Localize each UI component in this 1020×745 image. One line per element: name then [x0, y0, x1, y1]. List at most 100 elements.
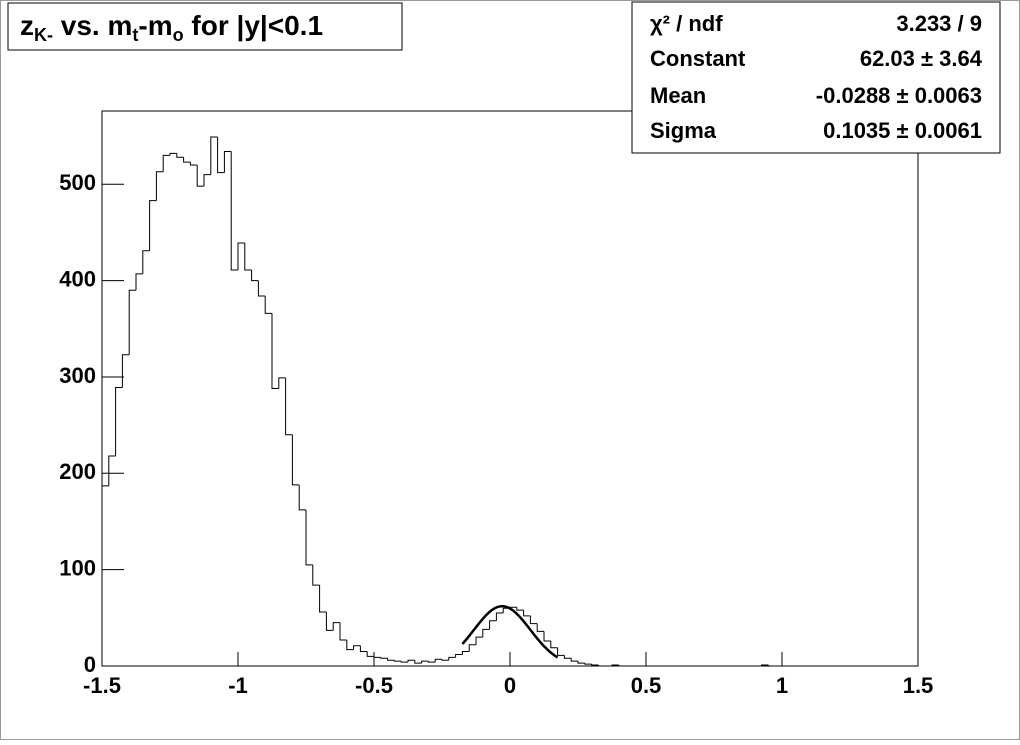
title-part: for |y|<0.1 — [184, 10, 323, 41]
histogram-bin — [189, 162, 198, 166]
histogram-bin — [353, 645, 361, 650]
stats-value: -0.0288 ± 0.0063 — [816, 83, 982, 108]
histogram-bin — [577, 661, 585, 664]
histogram-bin — [448, 656, 456, 661]
histogram-bin — [210, 136, 218, 175]
histogram-bin — [563, 655, 572, 659]
histogram-bin — [529, 615, 538, 625]
histogram-bin — [155, 171, 164, 201]
histogram-bin — [115, 387, 123, 456]
histogram-bin — [434, 658, 442, 663]
histogram-bin — [387, 658, 395, 661]
y-tick-label: 400 — [59, 266, 96, 291]
x-tick-label: 1 — [776, 673, 788, 698]
x-tick-label: -1 — [228, 673, 248, 698]
stats-value: 62.03 ± 3.64 — [860, 46, 983, 71]
title-part: t — [132, 25, 138, 45]
histogram-bin — [380, 657, 388, 659]
histogram-bin — [237, 242, 245, 270]
histogram-bin — [251, 269, 259, 282]
x-tick-label: 1.5 — [903, 673, 934, 698]
histogram-bin — [230, 151, 238, 271]
histogram-bin — [312, 564, 320, 586]
stats-value: 3.233 / 9 — [896, 11, 982, 36]
histogram-bin — [591, 664, 599, 666]
histogram-bin — [373, 656, 381, 658]
histogram-bin — [285, 377, 293, 436]
histogram-bin — [482, 628, 490, 638]
histogram-bin — [264, 296, 272, 314]
histogram-bin — [244, 243, 252, 271]
histogram-bin — [536, 623, 544, 632]
histogram-bin — [543, 631, 551, 642]
histogram-bin — [325, 612, 334, 631]
histogram-bin — [319, 585, 327, 613]
histogram-bin — [557, 647, 565, 656]
histogram-bin — [523, 610, 531, 617]
histogram-bin — [584, 663, 592, 665]
histogram-bin — [489, 620, 497, 630]
stats-box — [631, 1, 1001, 154]
title-part: -m — [138, 10, 172, 41]
histogram-bin — [332, 622, 340, 631]
histogram-bin — [183, 157, 191, 163]
x-tick-label: 0 — [504, 673, 516, 698]
histogram-bin — [142, 250, 150, 274]
y-tick-label: 100 — [59, 555, 96, 580]
histogram-bin — [128, 289, 136, 355]
histogram-bin — [570, 658, 578, 662]
histogram-bin — [108, 455, 116, 486]
histogram-bin — [298, 484, 306, 511]
histogram-bin — [366, 651, 374, 657]
histogram-bin — [257, 280, 266, 297]
histogram-bin — [441, 659, 449, 661]
histogram-bin — [203, 174, 211, 187]
stats-label: Mean — [650, 83, 706, 108]
x-tick-label: 0.5 — [631, 673, 662, 698]
histogram-bin — [359, 645, 368, 653]
histogram-bin — [101, 485, 109, 666]
histogram-bin — [339, 622, 347, 641]
histogram-bin — [271, 313, 279, 389]
title-part: vs. m — [53, 10, 132, 41]
histogram-bin — [305, 509, 313, 566]
histogram-bin — [169, 152, 177, 156]
title-part: K- — [34, 25, 53, 45]
histogram-bin — [427, 661, 436, 663]
histogram-bin — [516, 607, 524, 611]
histogram-bin — [414, 660, 422, 664]
fit-curve — [461, 604, 559, 659]
histogram-bin — [291, 434, 300, 486]
histogram-bin — [407, 659, 415, 663]
stats-label: χ² / ndf — [650, 11, 723, 36]
histogram-bin — [393, 660, 402, 662]
y-tick-label: 0 — [84, 652, 96, 677]
x-tick-label: -0.5 — [355, 673, 393, 698]
histogram-bin — [618, 665, 626, 667]
histogram-bin — [611, 664, 619, 666]
y-tick-label: 300 — [59, 363, 96, 388]
histogram-bin — [400, 661, 408, 663]
title-part: z — [20, 10, 34, 41]
histogram-bin — [149, 200, 157, 251]
histogram-bin — [767, 665, 776, 667]
histogram-bin — [162, 154, 170, 172]
title-part: o — [173, 25, 184, 45]
histogram-bin — [217, 137, 225, 174]
x-tick-label: -1.5 — [83, 673, 121, 698]
histogram-bin — [468, 644, 476, 652]
histogram-bin — [421, 660, 429, 664]
chart-title: zK- vs. mt-mo for |y|<0.1 — [20, 10, 323, 44]
y-tick-label: 200 — [59, 459, 96, 484]
histogram-bin — [346, 639, 354, 651]
histogram-bin — [223, 150, 232, 173]
histogram-bin — [461, 651, 470, 655]
histogram-bin — [475, 636, 483, 645]
histogram-bin — [176, 153, 184, 158]
stats-value: 0.1035 ± 0.0061 — [823, 118, 982, 143]
histogram-bin — [278, 377, 286, 389]
histogram-bin — [761, 664, 769, 666]
histogram-bin — [495, 612, 504, 621]
stats-label: Sigma — [650, 118, 717, 143]
